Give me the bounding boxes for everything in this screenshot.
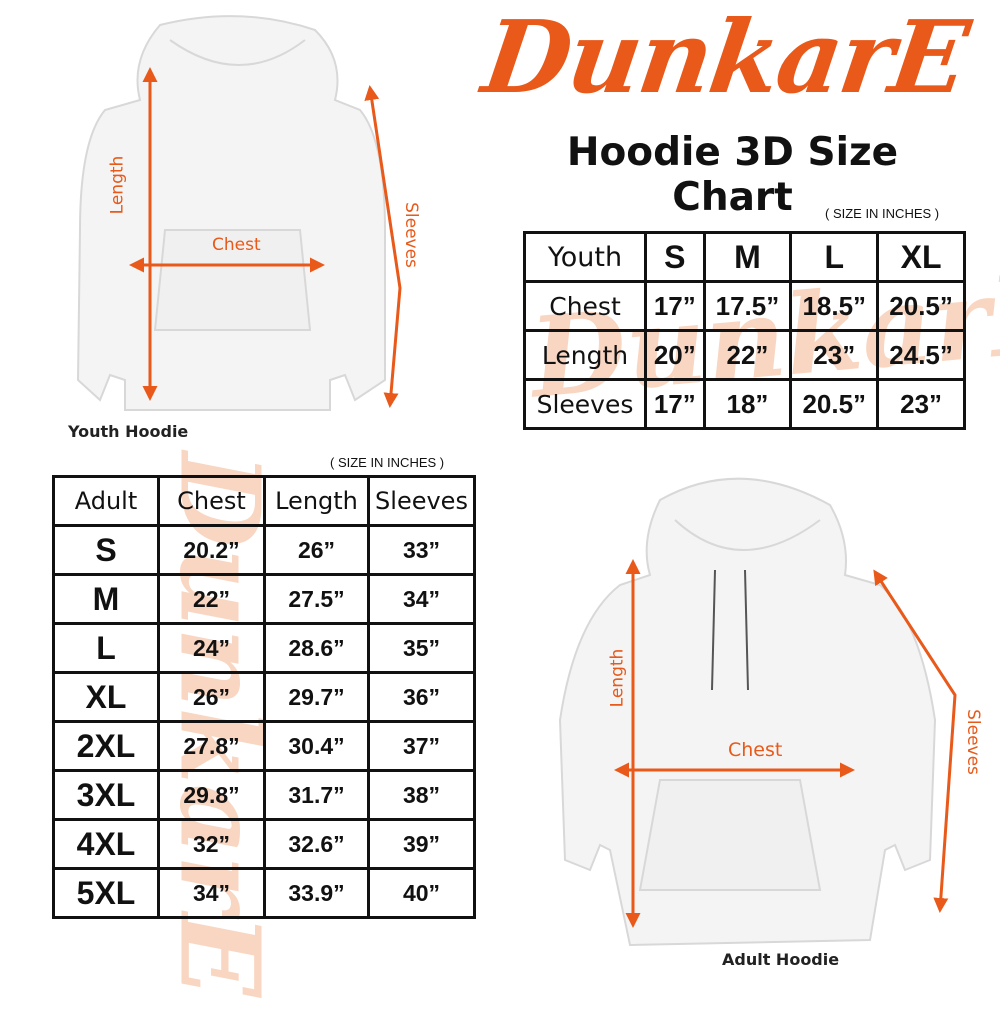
youth-unit-note: ( SIZE IN INCHES ) — [825, 206, 940, 221]
table-cell: 31.7” — [263, 769, 370, 821]
table-row: M 22” 27.5” 34” — [52, 573, 476, 625]
row-label: Length — [523, 329, 647, 381]
header-cell: M — [702, 231, 793, 283]
table-cell: 23” — [789, 329, 880, 381]
row-label: Chest — [523, 280, 647, 332]
youth-hoodie-caption: Youth Hoodie — [68, 422, 189, 441]
size-label: L — [52, 622, 160, 674]
adult-hoodie-caption: Adult Hoodie — [722, 950, 840, 969]
table-cell: 34” — [367, 573, 476, 625]
youth-length-label: Length — [107, 155, 128, 215]
header-cell: L — [789, 231, 880, 283]
table-cell: 36” — [367, 671, 476, 723]
table-cell: 17” — [644, 280, 706, 332]
table-row: S 20.2” 26” 33” — [52, 524, 476, 576]
table-cell: 30.4” — [263, 720, 370, 772]
header-cell: Length — [263, 475, 370, 527]
youth-size-table: Youth S M L XL Chest 17” 17.5” 18.5” 20.… — [523, 231, 966, 430]
table-cell: 35” — [367, 622, 476, 674]
table-header-row: Adult Chest Length Sleeves — [52, 475, 476, 527]
table-cell: 22” — [157, 573, 266, 625]
header-cell: XL — [876, 231, 966, 283]
table-cell: 20.2” — [157, 524, 266, 576]
table-cell: 24.5” — [876, 329, 966, 381]
row-label: Sleeves — [523, 378, 647, 430]
table-row: Sleeves 17” 18” 20.5” 23” — [523, 378, 966, 430]
table-cell: 38” — [367, 769, 476, 821]
header-cell: Adult — [52, 475, 160, 527]
measurement-arrows — [129, 67, 957, 928]
table-cell: 20.5” — [876, 280, 966, 332]
adult-unit-note: ( SIZE IN INCHES ) — [330, 455, 445, 470]
hoodie-illustrations — [76, 15, 957, 947]
table-cell: 28.6” — [263, 622, 370, 674]
table-cell: 22” — [702, 329, 793, 381]
table-cell: 23” — [876, 378, 966, 430]
table-cell: 32.6” — [263, 818, 370, 870]
header-cell: S — [644, 231, 706, 283]
table-cell: 18” — [702, 378, 793, 430]
adult-size-table: Adult Chest Length Sleeves S 20.2” 26” 33” M… — [52, 475, 476, 919]
table-cell: 37” — [367, 720, 476, 772]
table-cell: 17.5” — [702, 280, 793, 332]
table-row: Length 20” 22” 23” 24.5” — [523, 329, 966, 381]
size-label: 5XL — [52, 867, 160, 919]
youth-chest-label: Chest — [212, 235, 261, 255]
table-cell: 20” — [644, 329, 706, 381]
table-cell: 24” — [157, 622, 266, 674]
size-label: S — [52, 524, 160, 576]
table-row: XL 26” 29.7” 36” — [52, 671, 476, 723]
table-cell: 40” — [367, 867, 476, 919]
header-cell: Sleeves — [367, 475, 476, 527]
brand-logo: DunkarE — [476, 0, 974, 116]
adult-chest-label: Chest — [728, 739, 783, 761]
table-header-row: Youth S M L XL — [523, 231, 966, 283]
table-cell: 32” — [157, 818, 266, 870]
table-cell: 18.5” — [789, 280, 880, 332]
header-cell: Youth — [523, 231, 647, 283]
table-row: 5XL 34” 33.9” 40” — [52, 867, 476, 919]
table-cell: 26” — [157, 671, 266, 723]
table-cell: 29.7” — [263, 671, 370, 723]
size-label: 2XL — [52, 720, 160, 772]
adult-hoodie-image — [558, 477, 937, 947]
page-title: Hoodie 3D Size Chart — [566, 130, 899, 220]
table-cell: 27.5” — [263, 573, 370, 625]
adult-sleeves-label: Sleeves — [962, 709, 983, 775]
table-cell: 33.9” — [263, 867, 370, 919]
table-cell: 33” — [367, 524, 476, 576]
table-cell: 26” — [263, 524, 370, 576]
table-cell: 20.5” — [789, 378, 880, 430]
table-cell: 29.8” — [157, 769, 266, 821]
table-row: 4XL 32” 32.6” 39” — [52, 818, 476, 870]
table-row: L 24” 28.6” 35” — [52, 622, 476, 674]
size-label: XL — [52, 671, 160, 723]
table-cell: 34” — [157, 867, 266, 919]
adult-length-label: Length — [607, 648, 628, 708]
size-label: M — [52, 573, 160, 625]
table-cell: 17” — [644, 378, 706, 430]
size-label: 4XL — [52, 818, 160, 870]
table-row: Chest 17” 17.5” 18.5” 20.5” — [523, 280, 966, 332]
table-cell: 27.8” — [157, 720, 266, 772]
table-row: 2XL 27.8” 30.4” 37” — [52, 720, 476, 772]
youth-sleeves-label: Sleeves — [400, 202, 421, 268]
header-cell: Chest — [157, 475, 266, 527]
table-cell: 39” — [367, 818, 476, 870]
table-row: 3XL 29.8” 31.7” 38” — [52, 769, 476, 821]
size-label: 3XL — [52, 769, 160, 821]
